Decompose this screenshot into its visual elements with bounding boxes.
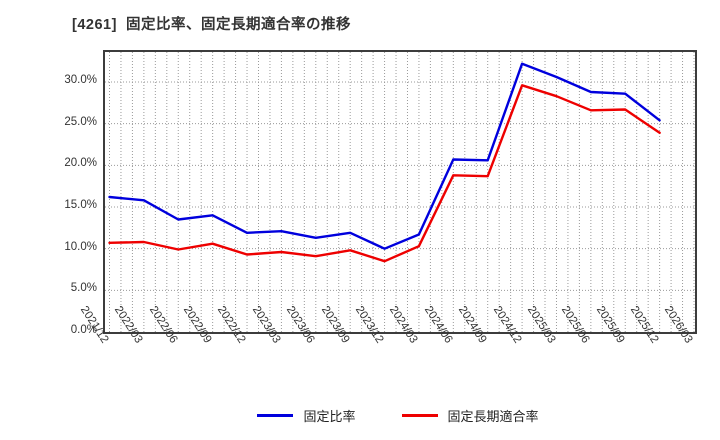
legend-line-swatch	[257, 413, 294, 417]
y-tick-label: 15.0%	[64, 199, 97, 211]
legend-label: 固定長期適合率	[447, 408, 539, 424]
y-tick-label: 20.0%	[64, 157, 97, 170]
legend-item: 固定長期適合率	[401, 406, 539, 425]
legend-item: 固定比率	[257, 406, 356, 425]
y-tick-label: 5.0%	[70, 282, 97, 295]
x-tick-label-box: 2026/03	[595, 304, 695, 349]
plot-area	[103, 50, 697, 334]
y-tick-label: 10.0%	[64, 240, 97, 253]
legend-label: 固定比率	[303, 408, 356, 424]
series-line	[108, 62, 661, 250]
y-tick-label: 30.0%	[64, 74, 97, 86]
series-line	[108, 84, 661, 263]
chart-title: [4261] 固定比率、固定長期適合率の推移	[72, 17, 351, 33]
plot-svg	[105, 52, 695, 332]
legend: 固定比率 固定長期適合率	[103, 404, 693, 426]
y-tick-label: 0.0%	[70, 324, 97, 336]
legend-line-swatch	[401, 413, 438, 417]
y-tick-label: 25.0%	[64, 115, 97, 128]
